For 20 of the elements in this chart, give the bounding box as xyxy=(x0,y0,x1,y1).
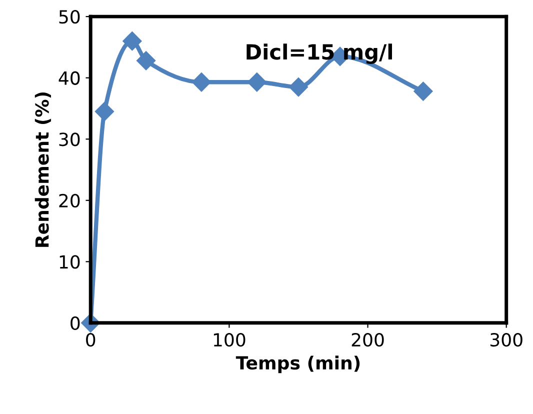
point xyxy=(192,72,212,92)
y-axis-title: Rendement (%) xyxy=(34,92,51,247)
y-tick-label: 50 xyxy=(59,10,80,24)
point xyxy=(136,51,156,70)
x-tick-label: 0 xyxy=(86,332,96,347)
y-tick-label: 20 xyxy=(59,194,80,208)
point xyxy=(94,102,114,122)
x-tick-label: 100 xyxy=(214,332,246,347)
x-tick-label: 200 xyxy=(352,332,384,347)
point xyxy=(414,82,433,101)
y-tick-label: 40 xyxy=(58,71,80,85)
annotation: Dicl=15 mg/l xyxy=(246,44,392,64)
point xyxy=(288,77,308,97)
y-tick-label: 0 xyxy=(70,316,80,330)
x-axis-title: Temps (min) xyxy=(236,356,360,374)
y-tick-label: 10 xyxy=(60,255,80,269)
y-tick-label: 30 xyxy=(59,132,80,146)
point xyxy=(247,72,266,92)
point xyxy=(122,32,142,51)
x-tick-label: 300 xyxy=(490,332,522,347)
